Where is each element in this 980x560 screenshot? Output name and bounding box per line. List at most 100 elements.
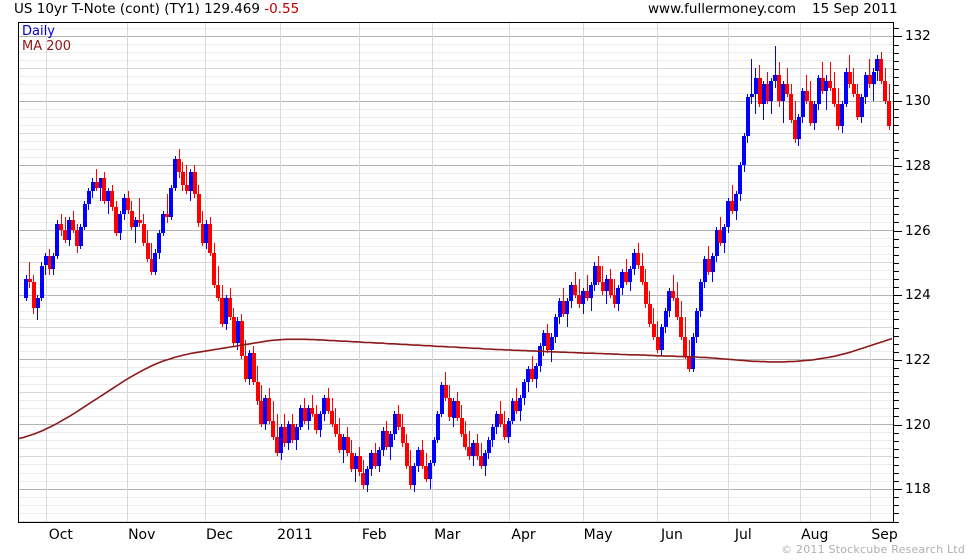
- gridline-horizontal: [19, 424, 893, 425]
- candle-body: [683, 336, 688, 357]
- gridline-horizontal: [19, 108, 893, 110]
- candle-body: [844, 71, 848, 104]
- candle-body: [608, 278, 613, 295]
- candle-body: [326, 398, 331, 411]
- candle-wick: [586, 275, 588, 302]
- candle-body: [345, 436, 350, 454]
- gridline-horizontal: [19, 84, 893, 86]
- y-axis-tick: [894, 456, 899, 458]
- candle-body: [475, 443, 480, 457]
- candle-body: [479, 456, 484, 466]
- candle-body: [220, 297, 225, 324]
- candle-body: [887, 100, 892, 127]
- legend-item-daily: Daily: [22, 24, 55, 39]
- candle-body: [761, 84, 766, 104]
- candle-body: [530, 369, 535, 379]
- candle-body: [133, 220, 138, 227]
- gridline-horizontal: [19, 35, 893, 37]
- candle-body: [286, 424, 291, 444]
- y-axis-tick: [894, 408, 899, 410]
- y-axis-tick: [894, 157, 899, 159]
- candle-body: [118, 213, 123, 234]
- candle-wick: [602, 265, 604, 295]
- y-axis-tick: [894, 376, 899, 377]
- candle-body: [318, 414, 323, 431]
- gridline-horizontal: [19, 327, 893, 328]
- candle-body: [435, 414, 440, 441]
- gridline-horizontal: [19, 116, 893, 118]
- candle-body: [596, 265, 601, 282]
- candle-body: [793, 120, 797, 140]
- candle-wick: [272, 401, 274, 441]
- candle-body: [122, 197, 127, 214]
- candle-wick: [806, 74, 808, 104]
- candle-body: [769, 81, 774, 101]
- y-axis-label-122: 122: [905, 351, 931, 368]
- candle-body: [369, 453, 374, 470]
- candle-body: [447, 398, 452, 418]
- candle-wick: [853, 68, 855, 98]
- candle-body: [392, 414, 397, 434]
- candle-body: [306, 407, 311, 421]
- y-axis-tick: [894, 101, 902, 103]
- gridline-vertical-dec: [204, 23, 206, 522]
- y-axis-label-132: 132: [905, 28, 931, 45]
- gridline-horizontal: [19, 278, 893, 280]
- candle-body: [357, 456, 362, 473]
- candle-body: [157, 233, 162, 253]
- y-axis-tick: [894, 481, 899, 483]
- candle-wick: [151, 242, 152, 276]
- gridline-horizontal: [19, 391, 893, 393]
- candle-body: [204, 223, 209, 243]
- candle-body: [589, 284, 593, 298]
- candle-body: [239, 320, 244, 357]
- candle-body: [153, 252, 158, 272]
- candle-body: [832, 87, 837, 104]
- candle-body: [404, 443, 409, 466]
- gridline-horizontal: [19, 52, 893, 54]
- y-axis-tick: [894, 230, 902, 232]
- candle-body: [628, 268, 633, 282]
- x-axis: Oct Nov Dec 2011 Feb Mar Apr May Jun Jul Aug Sep: [18, 524, 898, 548]
- candle-body: [102, 178, 107, 201]
- candle-wick: [29, 262, 31, 289]
- candle-body: [538, 346, 542, 366]
- y-axis-tick: [894, 521, 899, 523]
- chart-date: 15 Sep 2011: [812, 1, 898, 17]
- candle-body: [667, 291, 672, 311]
- y-axis-tick: [894, 311, 899, 313]
- candle-body: [224, 297, 229, 324]
- gridline-horizontal: [19, 504, 893, 506]
- candle-body: [333, 424, 338, 434]
- y-axis-tick: [894, 44, 899, 46]
- candle-body: [781, 84, 786, 101]
- candle-body: [847, 71, 852, 85]
- candle-body: [282, 427, 287, 444]
- candle-body: [420, 449, 425, 467]
- candle-body: [455, 401, 460, 418]
- x-axis-label-nov: Nov: [128, 527, 156, 543]
- candle-body: [47, 255, 52, 269]
- candle-body: [651, 323, 656, 337]
- candle-body: [836, 103, 841, 127]
- gridline-vertical-aug: [799, 23, 801, 522]
- candle-wick: [731, 184, 733, 214]
- candle-body: [663, 310, 668, 327]
- candle-body: [302, 407, 307, 421]
- candle-body: [149, 259, 154, 272]
- y-axis-tick: [894, 513, 899, 515]
- gridline-horizontal: [19, 456, 893, 458]
- gridline-horizontal: [19, 270, 893, 272]
- y-axis-tick: [894, 36, 902, 38]
- candle-body: [251, 352, 256, 382]
- gridline-horizontal: [19, 100, 893, 102]
- candle-body: [624, 272, 629, 282]
- candle-body: [534, 365, 538, 379]
- candle-body: [773, 74, 778, 82]
- gridline-vertical-may: [583, 23, 585, 522]
- y-axis-tick: [894, 262, 899, 264]
- candle-body: [98, 178, 103, 188]
- candle-body: [200, 223, 205, 243]
- candle-body: [361, 472, 366, 486]
- candle-body: [381, 430, 385, 450]
